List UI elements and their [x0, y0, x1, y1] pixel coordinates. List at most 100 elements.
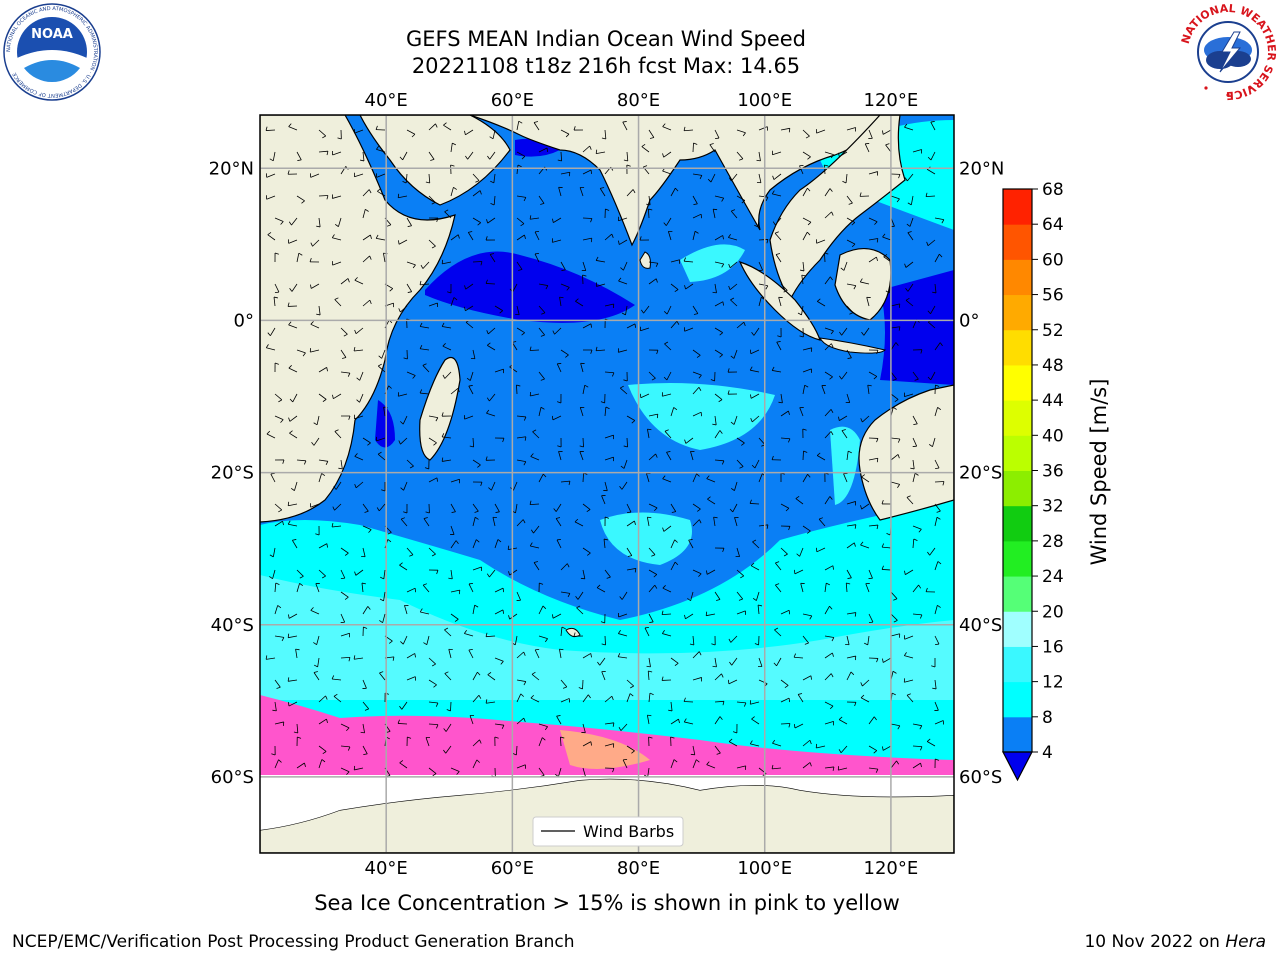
wind-barb-flag — [601, 137, 606, 140]
wind-barb-flag — [904, 123, 908, 128]
wind-barb — [450, 297, 455, 307]
wind-barb-flag — [824, 164, 829, 167]
wind-barb-flag — [376, 507, 380, 512]
wind-barb — [422, 584, 430, 593]
wind-barb — [558, 187, 562, 197]
wind-barb — [273, 297, 276, 307]
wind-barb — [420, 348, 430, 351]
wind-barb-flag — [433, 442, 437, 446]
wind-barb-flag — [773, 662, 777, 667]
wind-barb-flag — [430, 159, 435, 161]
wind-barb-flag — [757, 604, 763, 607]
wind-barb — [799, 407, 804, 417]
wind-barb — [538, 767, 545, 776]
wind-barb — [442, 261, 452, 265]
wind-barb — [862, 415, 870, 423]
lon-label-bottom: 80°E — [617, 858, 660, 879]
wind-barb — [802, 347, 812, 351]
wind-barb-flag — [861, 474, 865, 478]
wind-barb-flag — [829, 376, 833, 380]
wind-barb — [753, 327, 760, 336]
wind-barb-flag — [771, 764, 774, 769]
wind-barb — [662, 170, 672, 175]
wind-barb-flag — [422, 363, 427, 366]
wind-barb-flag — [407, 291, 412, 293]
wind-barb-flag — [433, 684, 437, 688]
wind-barb — [846, 195, 853, 204]
wind-barb-flag — [618, 240, 620, 245]
wind-barb — [464, 633, 474, 637]
wind-barb-flag — [310, 607, 314, 611]
wind-barb-flag — [722, 301, 724, 306]
wind-barb — [582, 261, 587, 271]
wind-barb-flag — [568, 481, 571, 486]
wind-barb-flag — [818, 517, 823, 520]
wind-barb-flag — [838, 749, 842, 753]
wind-barb — [560, 129, 570, 135]
wind-barb — [890, 454, 899, 461]
wind-barb — [274, 503, 283, 511]
wind-barb-flag — [450, 164, 455, 167]
wind-barb-flag — [600, 621, 605, 624]
wind-barb-flag — [356, 399, 360, 403]
wind-barb-flag — [882, 130, 884, 135]
wind-barb-flag — [847, 357, 852, 359]
wind-barb-flag — [552, 330, 555, 335]
wind-barb — [648, 371, 656, 379]
wind-barb-flag — [326, 718, 328, 724]
wind-barb-flag — [579, 445, 584, 448]
wind-barb — [406, 217, 412, 226]
wind-barb — [428, 723, 439, 726]
wind-barb — [626, 693, 631, 703]
wind-barb — [332, 237, 342, 241]
wind-barb-flag — [432, 773, 437, 777]
wind-barb — [400, 518, 408, 527]
lat-labels-left: 20°N0°20°S40°S60°S — [209, 158, 254, 788]
wind-barb-flag — [435, 123, 438, 128]
wind-barb-flag — [275, 582, 280, 586]
wind-barb — [512, 283, 518, 293]
wind-barb — [905, 299, 914, 307]
colorbar-tick-label: 56 — [1042, 286, 1064, 306]
wind-barb-flag — [840, 267, 845, 271]
wind-barb — [816, 547, 826, 553]
wind-barb — [930, 151, 936, 161]
wind-barb-flag — [556, 715, 561, 717]
wind-barb-flag — [478, 695, 482, 699]
wind-barb — [846, 127, 856, 131]
wind-barb-flag — [370, 234, 372, 239]
wind-barb — [780, 410, 789, 417]
wind-barb — [332, 678, 342, 681]
wind-barb — [648, 453, 656, 461]
wind-barb — [288, 367, 298, 373]
wind-barb — [643, 305, 650, 314]
wind-barb — [576, 607, 584, 615]
wind-barb-flag — [684, 614, 686, 619]
wind-barb-flag — [303, 460, 307, 465]
wind-barb — [758, 657, 763, 667]
wind-barb — [912, 745, 923, 748]
wind-barb — [604, 129, 607, 139]
wind-barb — [383, 253, 386, 263]
wind-barb — [383, 569, 386, 579]
wind-barb — [310, 323, 320, 329]
wind-barb — [692, 519, 700, 527]
wind-barb — [296, 195, 305, 202]
wind-barb-flag — [683, 257, 687, 262]
wind-barb-flag — [363, 626, 368, 629]
wind-barb-flag — [334, 297, 339, 300]
wind-barb — [288, 126, 298, 131]
wind-barb — [472, 539, 477, 549]
wind-barb — [362, 679, 367, 689]
wind-barb-flag — [794, 723, 796, 729]
wind-barb-flag — [464, 285, 467, 290]
wind-barb-flag — [485, 699, 488, 704]
wind-barb-flag — [524, 234, 526, 239]
wind-barb — [646, 715, 650, 725]
wind-barb — [683, 129, 694, 132]
wind-barb-flag — [783, 553, 788, 557]
wind-barb-flag — [388, 640, 393, 644]
wind-barb-flag — [402, 180, 407, 184]
wind-barb — [472, 261, 483, 263]
wind-barb-flag — [605, 406, 610, 410]
